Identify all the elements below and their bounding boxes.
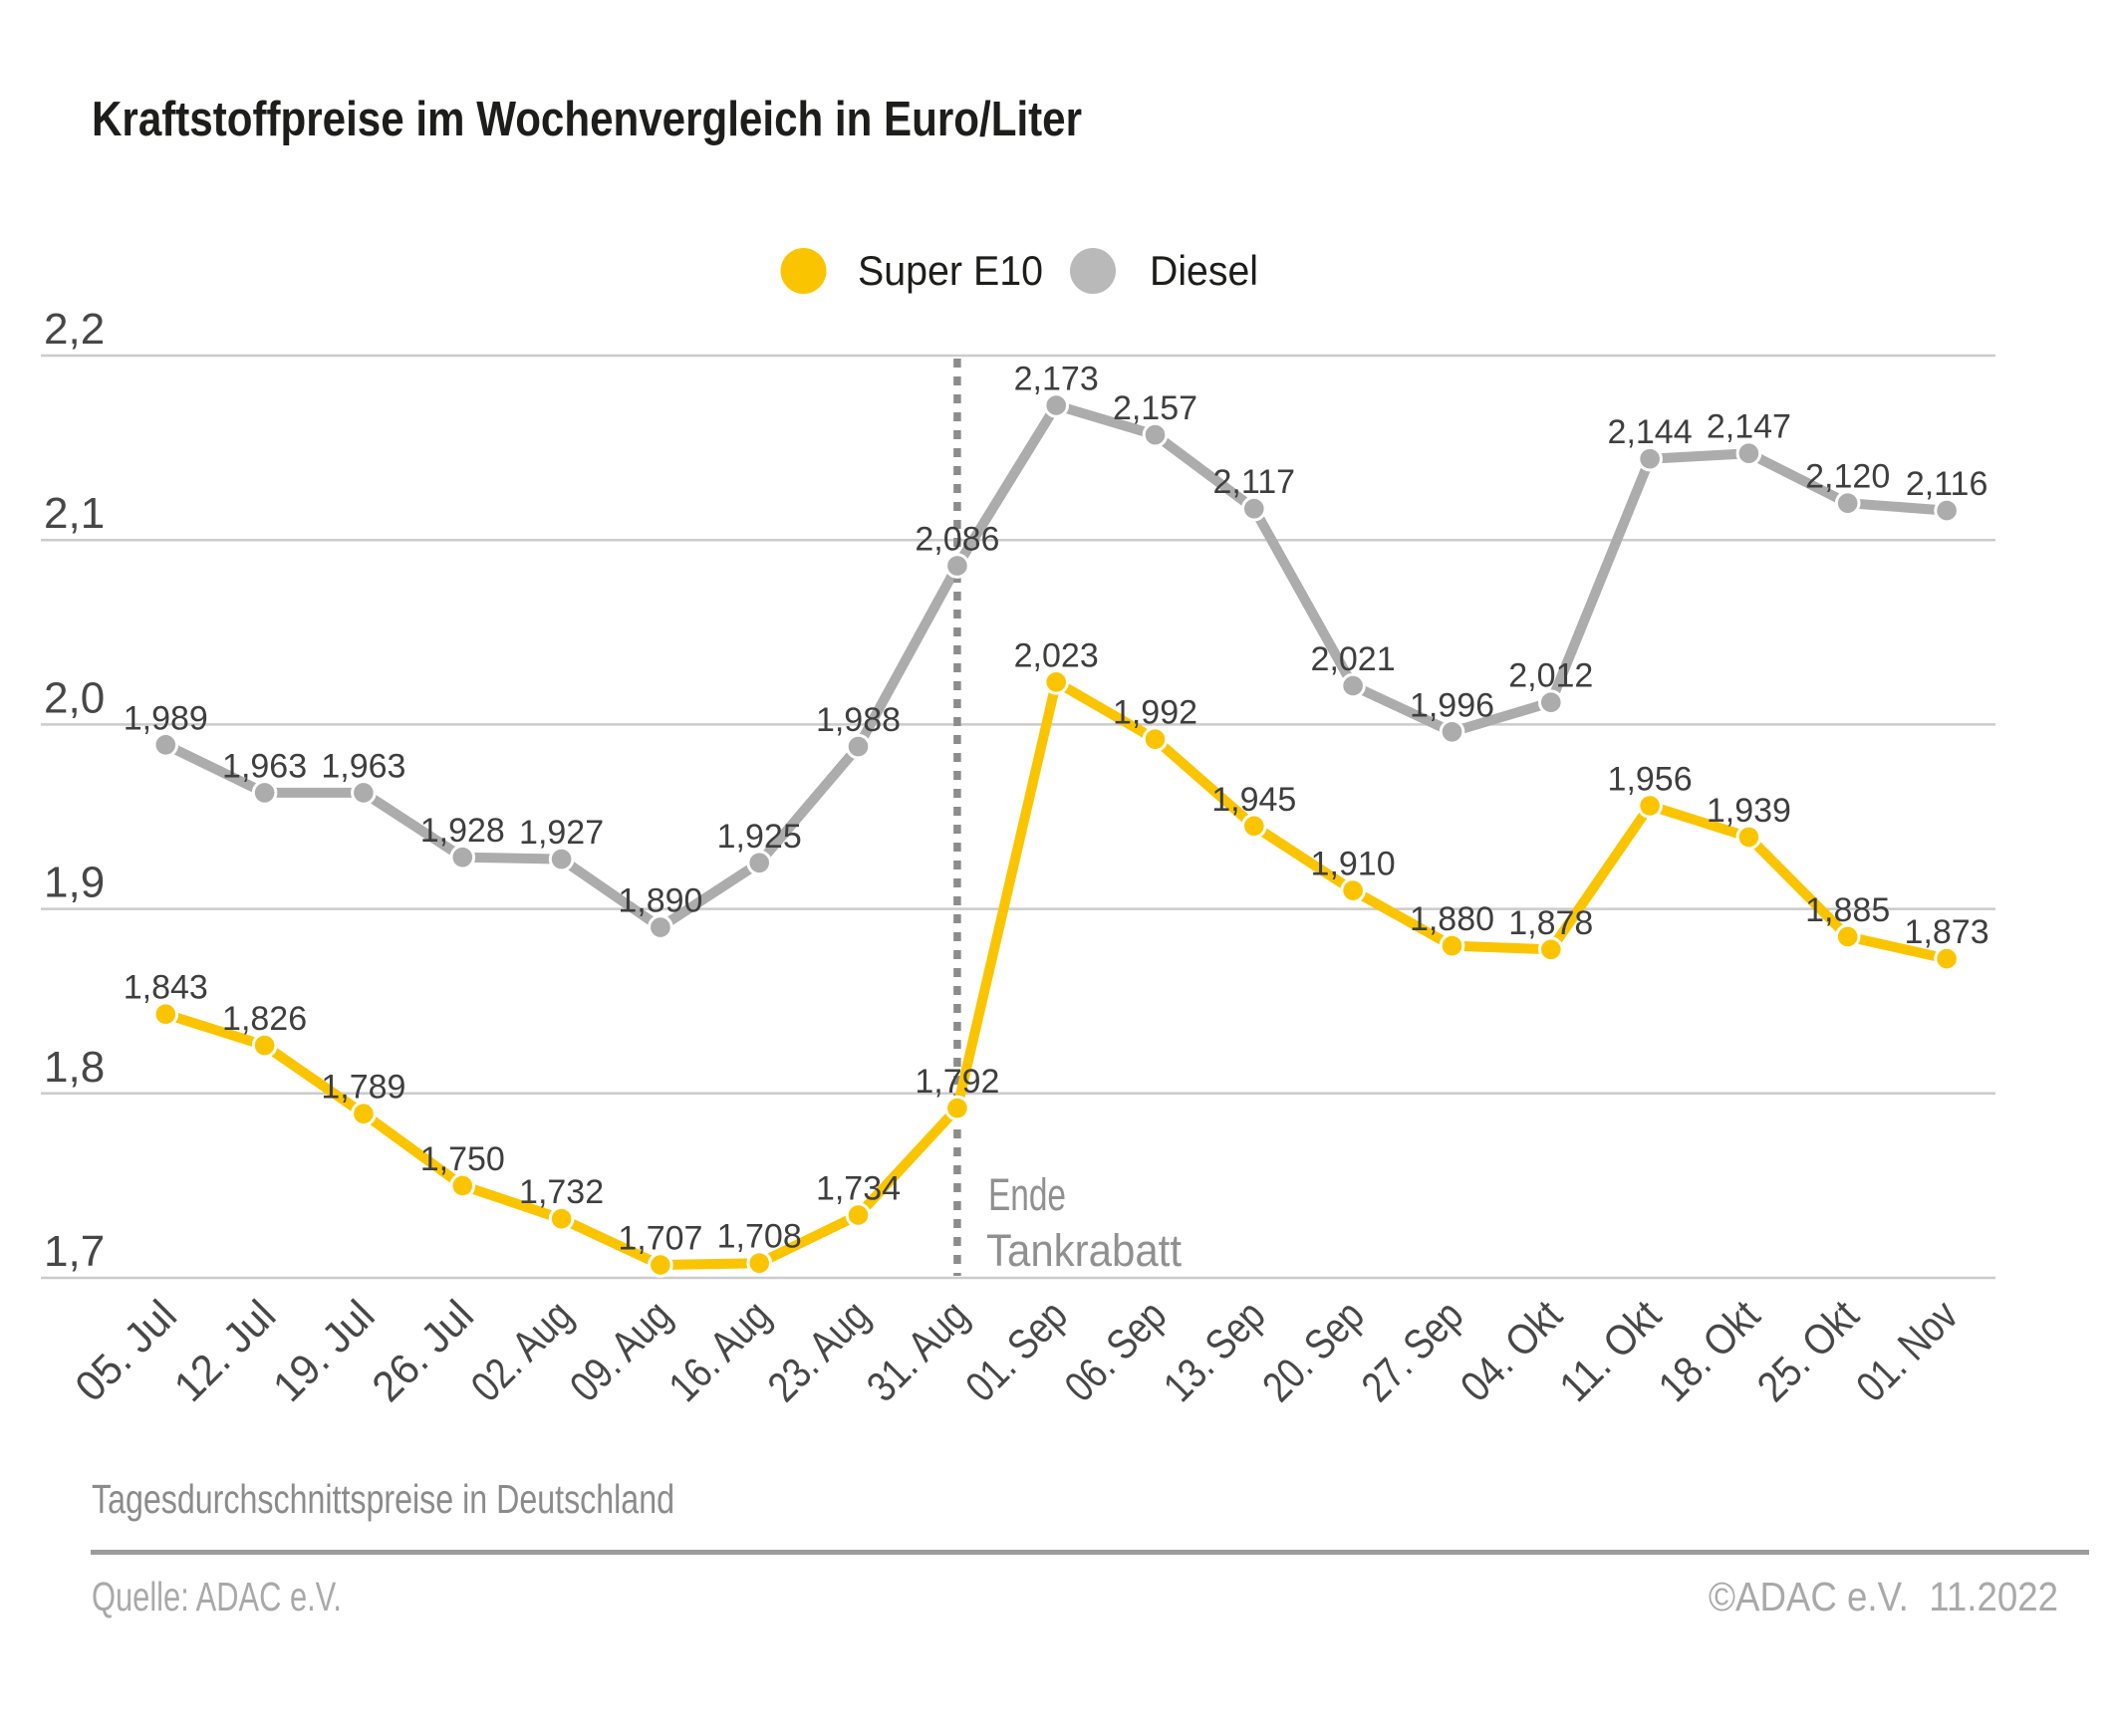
- svg-text:1,843: 1,843: [124, 969, 208, 1007]
- svg-text:2,147: 2,147: [1707, 408, 1791, 446]
- svg-text:2,144: 2,144: [1608, 413, 1693, 451]
- svg-text:2,023: 2,023: [1014, 636, 1099, 674]
- svg-text:1,956: 1,956: [1608, 760, 1693, 798]
- svg-text:1,9: 1,9: [44, 859, 105, 907]
- svg-text:2,0: 2,0: [44, 673, 105, 722]
- svg-text:Tagesdurchschnittspreise in De: Tagesdurchschnittspreise in Deutschland: [92, 1476, 674, 1522]
- svg-text:2,157: 2,157: [1113, 389, 1197, 427]
- svg-text:1,732: 1,732: [519, 1173, 604, 1211]
- svg-text:Tankrabatt: Tankrabatt: [986, 1225, 1182, 1276]
- svg-text:1,963: 1,963: [321, 747, 405, 785]
- svg-text:1,996: 1,996: [1410, 686, 1494, 724]
- svg-text:2,2: 2,2: [44, 305, 105, 354]
- svg-text:2,012: 2,012: [1508, 657, 1593, 695]
- svg-text:2,117: 2,117: [1213, 463, 1296, 501]
- svg-text:Ende: Ende: [988, 1169, 1066, 1220]
- svg-text:1,988: 1,988: [816, 701, 901, 739]
- svg-text:1,910: 1,910: [1311, 846, 1396, 883]
- svg-text:Kraftstoffpreise im Wochenverg: Kraftstoffpreise im Wochenvergleich in E…: [92, 93, 1082, 146]
- svg-text:1,989: 1,989: [124, 699, 208, 737]
- svg-text:2,1: 2,1: [44, 489, 105, 538]
- svg-text:1,707: 1,707: [618, 1220, 702, 1258]
- svg-text:Super E10: Super E10: [858, 247, 1043, 294]
- svg-text:1,878: 1,878: [1508, 904, 1593, 942]
- svg-text:2,120: 2,120: [1805, 458, 1890, 496]
- svg-text:©ADAC e.V. 11.2022: ©ADAC e.V. 11.2022: [1709, 1574, 2058, 1619]
- svg-text:Diesel: Diesel: [1150, 247, 1258, 294]
- svg-text:1,945: 1,945: [1211, 781, 1296, 819]
- svg-text:Quelle: ADAC e.V.: Quelle: ADAC e.V.: [92, 1574, 342, 1619]
- svg-text:1,928: 1,928: [420, 812, 505, 850]
- svg-text:1,7: 1,7: [44, 1227, 105, 1276]
- svg-text:1,880: 1,880: [1410, 900, 1494, 938]
- svg-text:1,927: 1,927: [519, 814, 604, 852]
- svg-text:1,708: 1,708: [717, 1218, 802, 1256]
- svg-text:1,789: 1,789: [321, 1069, 405, 1107]
- svg-text:1,885: 1,885: [1805, 891, 1890, 929]
- svg-text:1,939: 1,939: [1707, 792, 1791, 830]
- svg-text:1,792: 1,792: [915, 1063, 999, 1101]
- svg-text:1,890: 1,890: [618, 882, 702, 920]
- svg-text:2,086: 2,086: [915, 521, 999, 559]
- svg-text:2,021: 2,021: [1311, 640, 1396, 678]
- svg-text:1,963: 1,963: [222, 747, 307, 785]
- svg-text:2,116: 2,116: [1906, 465, 1988, 503]
- svg-text:1,8: 1,8: [44, 1043, 105, 1092]
- svg-text:1,992: 1,992: [1113, 694, 1197, 732]
- svg-text:1,734: 1,734: [816, 1170, 901, 1208]
- svg-text:1,826: 1,826: [222, 1000, 307, 1038]
- svg-text:1,873: 1,873: [1905, 913, 1989, 951]
- svg-text:1,925: 1,925: [717, 818, 802, 856]
- svg-text:2,173: 2,173: [1014, 361, 1099, 398]
- svg-text:1,750: 1,750: [420, 1140, 505, 1178]
